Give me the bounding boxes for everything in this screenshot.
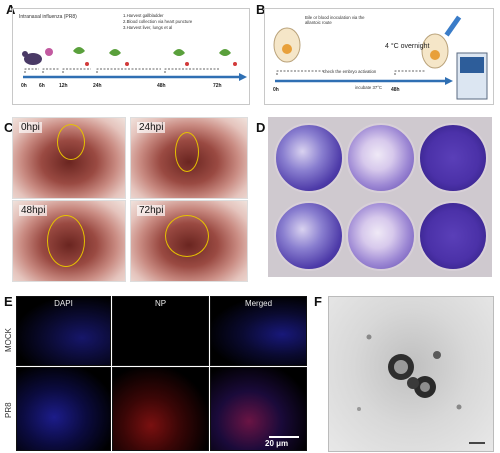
photo-0hpi: 0hpi xyxy=(12,117,126,199)
well-5 xyxy=(346,201,416,271)
panel-a-timeline: Intranasal influenza (PR8) 1.Harvest gal… xyxy=(12,8,250,105)
panel-b-label: B xyxy=(256,2,266,17)
col-header-np: NP xyxy=(154,299,167,308)
panel-a-time-2: 12h xyxy=(59,83,68,89)
col-header-merged: Merged xyxy=(244,299,273,308)
panel-d-label: D xyxy=(256,120,266,135)
scale-bar xyxy=(269,436,299,438)
panel-b-incubate-label: incubate 37°C xyxy=(355,85,383,90)
photo-72hpi: 72hpi xyxy=(130,200,248,282)
panel-a-drawing xyxy=(22,47,247,81)
panel-a-step-2: 2.Blood collection via heart puncture xyxy=(123,19,193,24)
panel-a-label: A xyxy=(6,2,16,17)
panel-b-time-0: 0h xyxy=(273,87,279,93)
well-4 xyxy=(274,201,344,271)
panel-b-check-label: check the embryo activation xyxy=(323,69,377,74)
gallbladder-ring xyxy=(165,215,209,257)
well-6 xyxy=(418,201,488,271)
row-label-pr8: PR8 xyxy=(4,402,13,418)
panel-d-plate xyxy=(268,117,492,277)
panel-a-time-3: 24h xyxy=(93,83,102,89)
panel-a-time-0: 0h xyxy=(21,83,27,89)
mock-merged-image: Merged xyxy=(210,296,307,366)
mock-dapi-image: DAPI xyxy=(16,296,111,366)
gallbladder-ring xyxy=(57,124,85,160)
panel-b-temp-label: 4 °C overnight xyxy=(385,43,430,50)
mock-np-image: NP xyxy=(112,296,209,366)
scale-bar-label: 20 μm xyxy=(265,439,289,448)
photo-24hpi-label: 24hpi xyxy=(137,122,166,133)
panel-e-label: E xyxy=(4,294,13,309)
panel-c-label: C xyxy=(4,120,14,135)
photo-48hpi: 48hpi xyxy=(12,200,126,282)
photo-0hpi-label: 0hpi xyxy=(19,122,42,133)
pr8-np-image xyxy=(112,367,209,451)
virion-cluster xyxy=(357,334,485,444)
gallbladder-ring xyxy=(175,132,199,172)
row-label-mock: MOCK xyxy=(4,328,13,352)
panel-a-step-3: 3.Harvest liver, lungs et al xyxy=(123,25,173,30)
panel-a-step-1: 1.Harvest gallbladder xyxy=(123,13,164,18)
mouse-icon xyxy=(24,53,42,65)
col-header-dapi: DAPI xyxy=(54,299,73,308)
panel-f-em-image xyxy=(328,296,494,452)
panel-a-time-1: 6h xyxy=(39,83,45,89)
well-1 xyxy=(274,123,344,193)
panel-b-time-1: 48h xyxy=(391,87,400,93)
panel-a-time-5: 72h xyxy=(213,83,222,89)
photo-24hpi: 24hpi xyxy=(130,117,248,199)
pr8-dapi-image xyxy=(16,367,111,451)
photo-72hpi-label: 72hpi xyxy=(137,205,166,216)
panel-b-drawing xyxy=(273,15,488,100)
pipette-icon xyxy=(444,15,462,37)
gallbladder-ring xyxy=(47,215,85,267)
virus-icon xyxy=(45,48,53,56)
panel-b-protocol: Bile or blood inoculation via the allant… xyxy=(264,8,494,105)
fridge-icon xyxy=(456,52,488,100)
pr8-merged-image: 20 μm xyxy=(210,367,307,451)
well-2 xyxy=(346,123,416,193)
photo-48hpi-label: 48hpi xyxy=(19,205,48,216)
panel-a-time-4: 48h xyxy=(157,83,166,89)
panel-b-note: Bile or blood inoculation via the allant… xyxy=(305,15,365,26)
panel-f-label: F xyxy=(314,294,322,309)
well-3 xyxy=(418,123,488,193)
panel-a-title: Intranasal influenza (PR8) xyxy=(19,14,77,20)
